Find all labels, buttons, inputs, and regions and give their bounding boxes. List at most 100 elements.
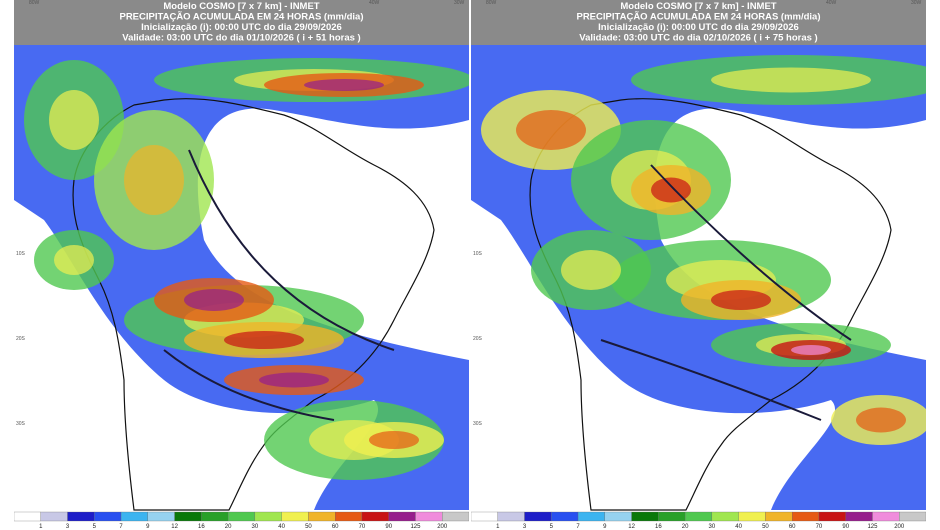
rain-core	[711, 290, 771, 310]
map-panel: Modelo COSMO [7 x 7 km] - INMETPRECIPITA…	[14, 0, 469, 530]
legend-label: 7	[119, 524, 123, 530]
legend-label: 70	[359, 524, 366, 530]
legend-swatch	[524, 511, 552, 522]
legend-swatch	[388, 511, 416, 522]
legend-swatch	[551, 511, 579, 522]
legend-label: 90	[842, 524, 849, 530]
front-line	[188, 149, 395, 351]
legend-swatch	[818, 511, 846, 522]
legend-swatch	[40, 511, 68, 522]
legend-swatch	[120, 511, 148, 522]
lon-label: 40W	[369, 0, 380, 6]
legend-label: 200	[894, 524, 905, 530]
rain-core	[124, 145, 184, 215]
legend-label: 70	[816, 524, 823, 530]
rain-core	[49, 90, 99, 150]
legend-swatch	[361, 511, 389, 522]
legend-swatch	[711, 511, 739, 522]
legend-swatch	[738, 511, 766, 522]
rain-core	[856, 407, 906, 433]
front-line	[163, 349, 335, 421]
legend-label: 125	[410, 524, 421, 530]
legend-label: 90	[385, 524, 392, 530]
legend-label: 40	[278, 524, 285, 530]
legend-swatch	[227, 511, 256, 522]
legend-label: 16	[198, 524, 205, 530]
rain-core	[259, 372, 329, 388]
legend-swatch	[872, 511, 900, 522]
lon-label: 30W	[454, 0, 465, 6]
header-title: PRECIPITAÇÃO ACUMULADA EM 24 HORAS (mm/d…	[576, 12, 820, 23]
lat-label: 20S	[473, 336, 483, 342]
legend-swatch	[604, 511, 632, 522]
header-model: Modelo COSMO [7 x 7 km] - INMET	[620, 1, 776, 12]
legend-swatch	[67, 511, 95, 522]
lon-label: 30W	[911, 0, 922, 6]
legend-label: 9	[603, 524, 607, 530]
legend-swatch	[899, 511, 926, 522]
legend-swatch	[201, 511, 229, 522]
legend-label: 60	[332, 524, 339, 530]
legend-swatch	[174, 511, 202, 522]
rain-core	[791, 345, 831, 355]
legend-swatch	[765, 511, 793, 522]
legend-label: 16	[655, 524, 662, 530]
legend-label: 7	[576, 524, 580, 530]
front-line	[600, 339, 822, 421]
rain-core	[224, 331, 304, 349]
rain-core	[54, 245, 94, 275]
legend-label: 3	[523, 524, 527, 530]
rain-core	[369, 431, 419, 449]
legend-swatch	[415, 511, 443, 522]
legend-swatch	[497, 511, 525, 522]
lat-label: 10S	[473, 251, 483, 257]
legend-label: 60	[789, 524, 796, 530]
header-title: PRECIPITAÇÃO ACUMULADA EM 24 HORAS (mm/d…	[119, 12, 363, 23]
legend-label: 30	[709, 524, 716, 530]
legend-label: 1	[496, 524, 500, 530]
lat-label: 10S	[16, 251, 26, 257]
legend-label: 5	[550, 524, 554, 530]
legend-label: 40	[735, 524, 742, 530]
legend-swatch	[442, 511, 469, 522]
legend-label: 20	[225, 524, 232, 530]
legend-label: 1	[39, 524, 43, 530]
legend-swatch	[281, 511, 309, 522]
header-band	[471, 0, 926, 45]
front-line	[650, 164, 852, 341]
legend-swatch	[254, 511, 282, 522]
legend-swatch	[94, 511, 122, 522]
lon-label: 40W	[826, 0, 837, 6]
legend-label: 12	[171, 524, 178, 530]
header-init: Inicialização (i): 00:00 UTC do dia 29/0…	[141, 22, 342, 33]
lon-label: 80W	[29, 0, 40, 6]
rain-core	[184, 289, 244, 311]
legend-label: 50	[762, 524, 769, 530]
map-panel: Modelo COSMO [7 x 7 km] - INMETPRECIPITA…	[471, 0, 926, 530]
legend-swatch	[335, 511, 363, 522]
legend-swatch	[684, 511, 713, 522]
header-valid: Validade: 03:00 UTC do dia 01/10/2026 ( …	[122, 33, 360, 44]
legend-swatch	[471, 511, 498, 522]
rain-core	[516, 110, 586, 150]
lon-label: 80W	[486, 0, 497, 6]
legend-swatch	[14, 511, 41, 522]
header-valid: Validade: 03:00 UTC do dia 02/10/2026 ( …	[579, 33, 817, 44]
header-band	[14, 0, 469, 45]
legend-label: 125	[867, 524, 878, 530]
legend-swatch	[845, 511, 873, 522]
legend-label: 30	[252, 524, 259, 530]
legend-swatch	[631, 511, 659, 522]
rain-core	[711, 67, 871, 93]
rain-core	[651, 177, 691, 203]
legend-swatch	[147, 511, 175, 522]
legend-label: 3	[66, 524, 70, 530]
legend-label: 5	[93, 524, 97, 530]
legend-swatch	[792, 511, 820, 522]
legend-label: 12	[628, 524, 635, 530]
rain-core	[561, 250, 621, 290]
legend-label: 9	[146, 524, 150, 530]
legend-swatch	[308, 511, 336, 522]
lat-label: 30S	[473, 421, 483, 427]
